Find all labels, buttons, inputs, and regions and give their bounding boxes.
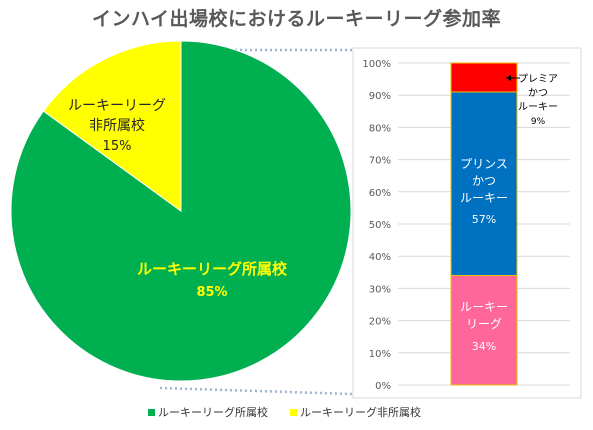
y-tick-label-1: 10% xyxy=(369,349,391,360)
bar-label-rookie-line2: リーグ xyxy=(466,317,502,331)
y-tick-label-3: 30% xyxy=(369,284,391,295)
pie-label-nonmember-line2: 非所属校 xyxy=(89,117,145,134)
pie-slice-1 xyxy=(42,40,182,212)
y-tick-label-10: 100% xyxy=(362,59,391,70)
bar-value-premier: 9% xyxy=(531,117,546,127)
legend-swatch-nonmember xyxy=(290,408,297,416)
pie-value-nonmember: 15% xyxy=(103,139,132,154)
y-tick-label-6: 60% xyxy=(369,188,391,199)
bar-segment-2 xyxy=(450,62,518,93)
bar-label-premier-line3: ルーキー xyxy=(518,102,558,113)
y-tick-label-7: 70% xyxy=(369,156,391,167)
bar-callout-arrowhead xyxy=(506,75,511,81)
bar-label-prince-line2: かつ xyxy=(472,174,496,188)
pie-label-nonmember-line1: ルーキーリーグ xyxy=(68,98,166,114)
y-tick-label-4: 40% xyxy=(369,252,391,263)
bar-label-prince-line1: プリンス xyxy=(460,157,508,171)
pie-slice-0 xyxy=(10,40,352,382)
legend-label-nonmember: ルーキーリーグ非所属校 xyxy=(300,406,421,419)
y-tick-label-9: 90% xyxy=(369,91,391,102)
legend-label-member: ルーキーリーグ所属校 xyxy=(158,406,268,419)
bar-label-prince-line3: ルーキー xyxy=(460,191,508,205)
legend-item-member: ルーキーリーグ所属校 xyxy=(148,404,268,420)
bar-label-rookie-line1: ルーキー xyxy=(460,300,508,314)
y-tick-label-0: 0% xyxy=(375,381,391,392)
pie-value-member: 85% xyxy=(196,285,227,300)
y-tick-label-2: 20% xyxy=(369,317,391,328)
chart-title: インハイ出場校におけるルーキーリーグ参加率 xyxy=(91,8,502,30)
bar-value-prince: 57% xyxy=(472,213,496,226)
pie-legend: ルーキーリーグ所属校 ルーキーリーグ非所属校 xyxy=(148,404,421,420)
pie-label-member: ルーキーリーグ所属校 xyxy=(137,260,288,278)
legend-item-nonmember: ルーキーリーグ非所属校 xyxy=(290,404,421,420)
y-tick-label-5: 50% xyxy=(369,220,391,231)
legend-swatch-member xyxy=(148,408,155,416)
bar-label-premier-line2: かつ xyxy=(528,87,548,99)
bar-value-rookie: 34% xyxy=(472,340,496,353)
y-tick-label-8: 80% xyxy=(369,123,391,134)
bar-label-premier-line1: プレミア xyxy=(518,73,558,85)
connector-line-bottom xyxy=(159,386,353,396)
